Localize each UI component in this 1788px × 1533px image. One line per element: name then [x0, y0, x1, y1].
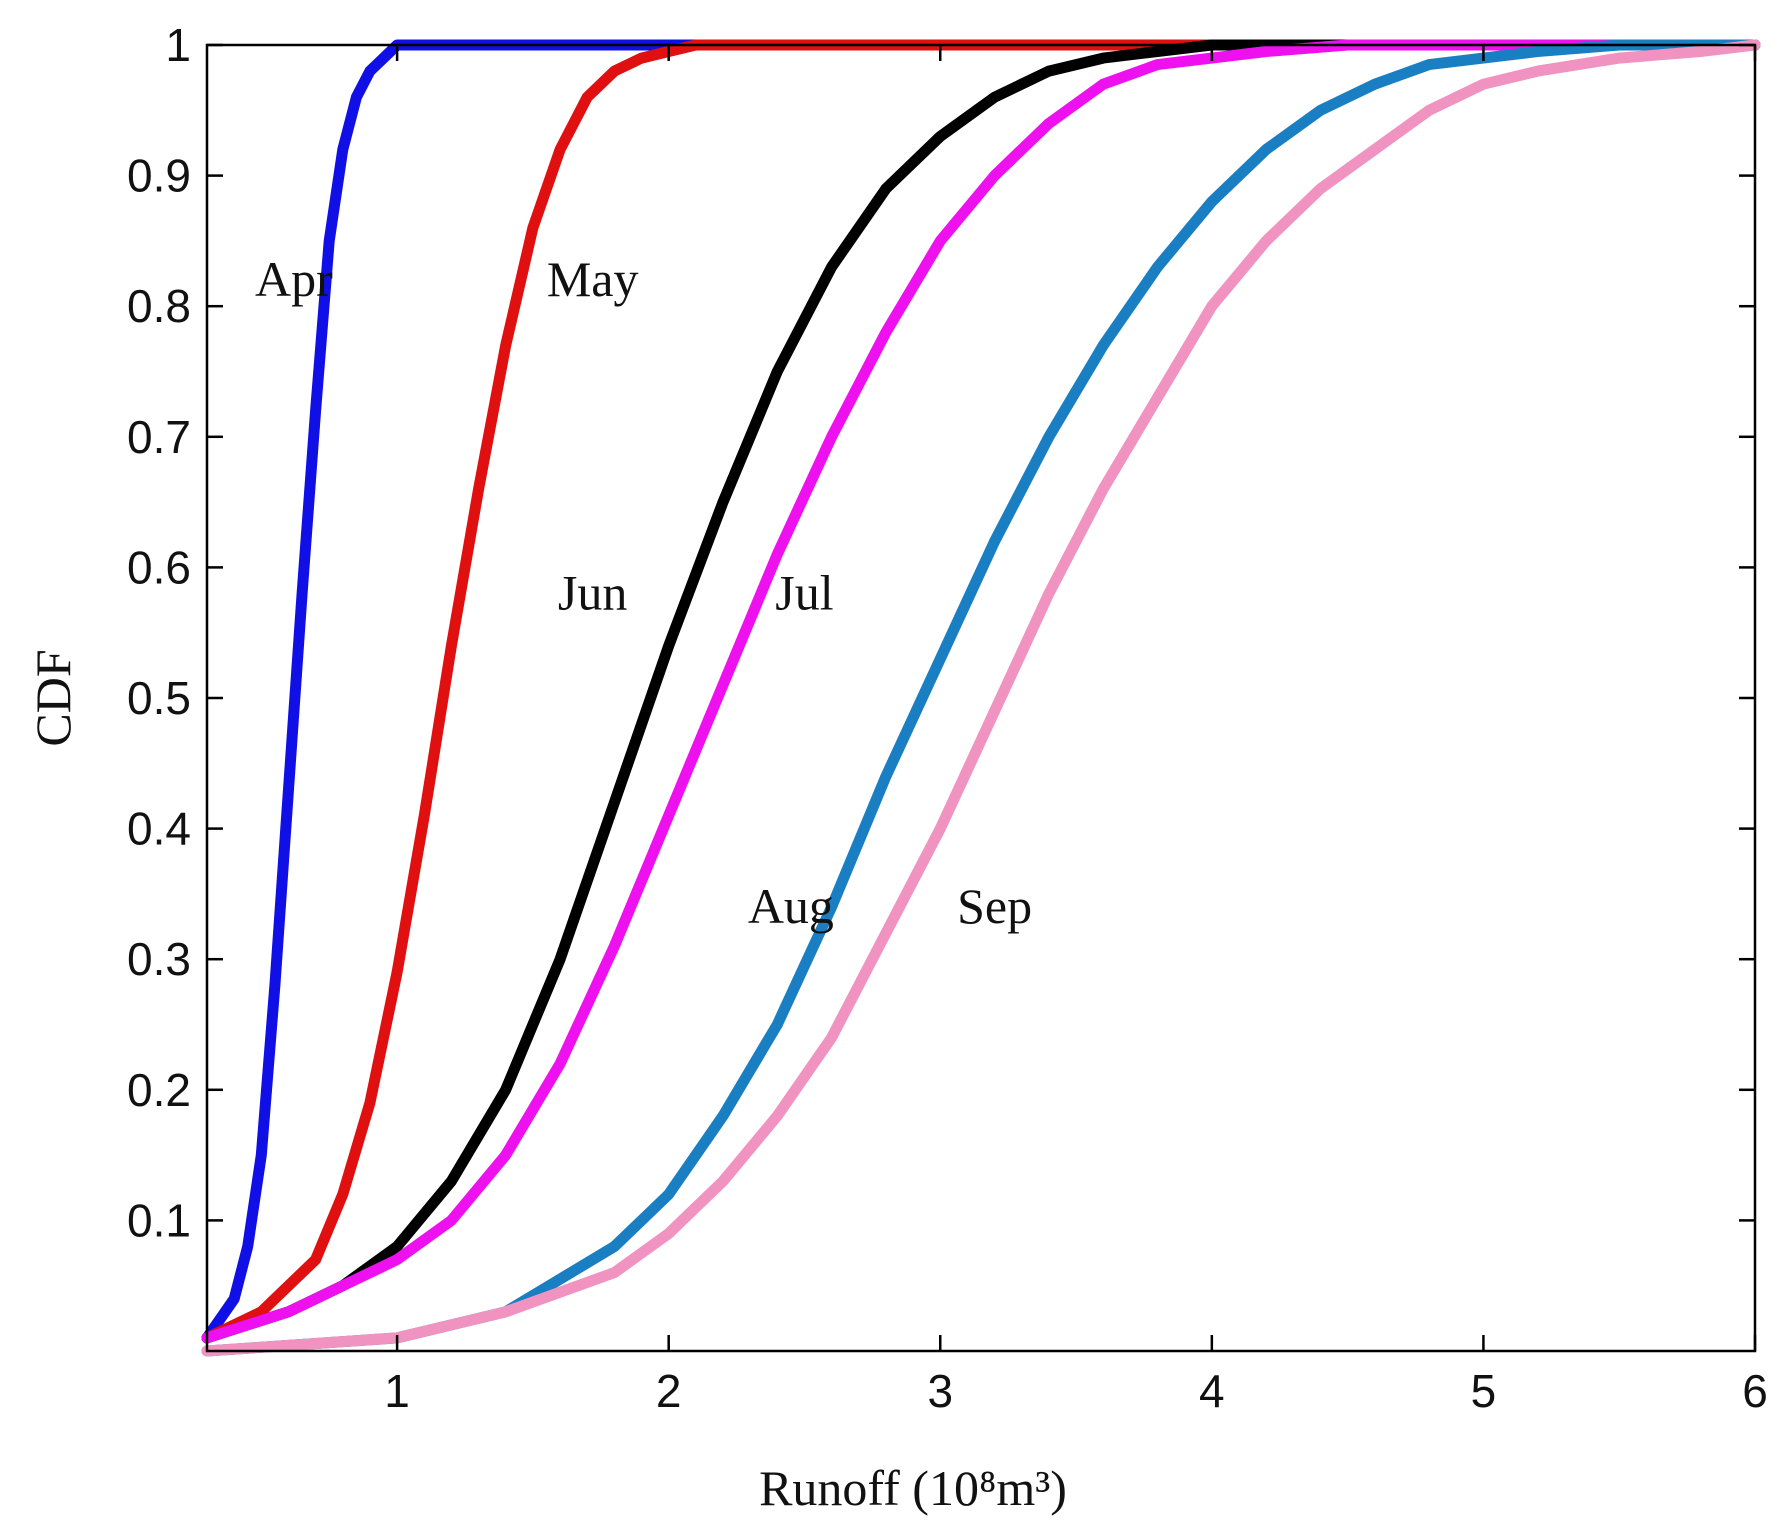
- y-tick-label: 0.9: [127, 150, 191, 202]
- series-label-apr: Apr: [255, 251, 333, 307]
- series-label-may: May: [547, 251, 639, 307]
- series-line-may: [201, 39, 1761, 1344]
- x-tick-label: 1: [384, 1365, 410, 1417]
- series-line-jun: [201, 39, 1761, 1344]
- series-label-sep: Sep: [957, 878, 1032, 934]
- x-tick-label: 3: [927, 1365, 953, 1417]
- x-tick-label: 5: [1471, 1365, 1497, 1417]
- y-tick-label: 0.4: [127, 803, 191, 855]
- series-label-aug: Aug: [748, 878, 834, 934]
- y-tick-label: 0.6: [127, 541, 191, 593]
- y-tick-label: 0.8: [127, 280, 191, 332]
- y-axis-label: CDF: [25, 649, 81, 746]
- y-tick-label: 0.2: [127, 1064, 191, 1116]
- x-axis-label: Runoff (10⁸m³): [759, 1460, 1067, 1516]
- x-tick-label: 4: [1199, 1365, 1225, 1417]
- x-tick-label: 6: [1742, 1365, 1768, 1417]
- ticks-layer: 1 2 3 4 5 6 0.1 0.2 0.3 0.4 0.5 0.6 0.7 0.8 0.9 1: [127, 19, 1768, 1417]
- series-label-jun: Jun: [558, 565, 627, 621]
- y-tick-label: 0.3: [127, 933, 191, 985]
- series-line-jul: [201, 39, 1761, 1344]
- y-tick-label: 0.5: [127, 672, 191, 724]
- x-tick-label: 2: [656, 1365, 682, 1417]
- series-line-aug: [201, 39, 1761, 1357]
- series-label-jul: Jul: [775, 565, 833, 621]
- annotation-layer: Apr May Jun Jul Aug Sep: [255, 251, 1032, 934]
- y-tick-label: 0.1: [127, 1194, 191, 1246]
- series-layer: [201, 39, 1761, 1357]
- y-tick-label: 1: [165, 19, 191, 71]
- y-tick-label: 0.7: [127, 411, 191, 463]
- series-line-sep: [201, 39, 1761, 1357]
